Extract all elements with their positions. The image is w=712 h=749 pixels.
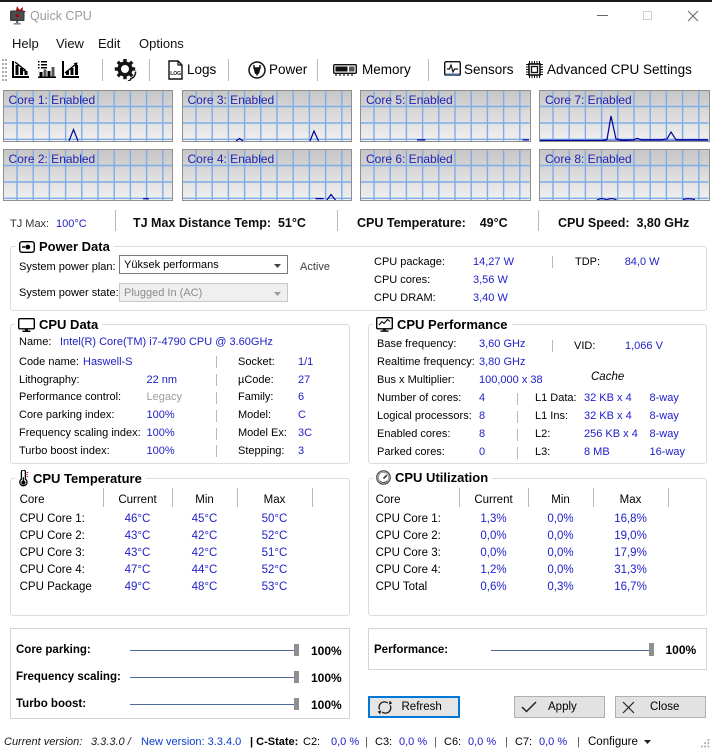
svg-text:LOG: LOG [170, 71, 181, 77]
